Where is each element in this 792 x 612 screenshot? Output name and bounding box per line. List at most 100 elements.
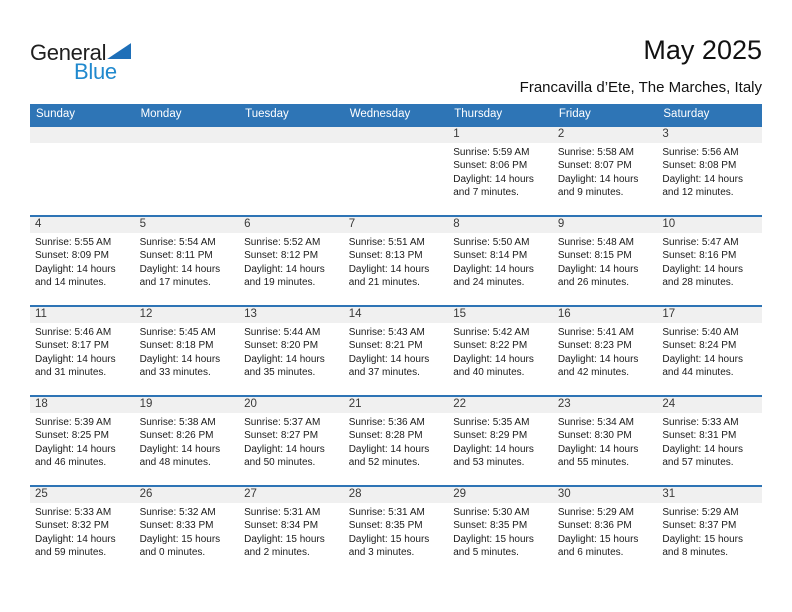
day-number: 25 xyxy=(30,487,135,503)
day-details: Sunrise: 5:36 AM Sunset: 8:28 PM Daylight:… xyxy=(344,413,449,469)
day-details xyxy=(135,143,240,146)
day-details xyxy=(239,143,344,146)
daylight-text: Daylight: 14 hours and 24 minutes. xyxy=(453,263,534,288)
daylight-text: Daylight: 14 hours and 46 minutes. xyxy=(35,443,116,468)
day-cell: 14 Sunrise: 5:43 AM Sunset: 8:21 PM Dayligh… xyxy=(343,305,449,396)
sunset-text: Sunset: 8:34 PM xyxy=(244,520,319,532)
daylight-text: Daylight: 14 hours and 28 minutes. xyxy=(662,263,743,288)
weekday-header-thursday: Thursday xyxy=(448,104,553,126)
day-details: Sunrise: 5:40 AM Sunset: 8:24 PM Daylight:… xyxy=(657,323,762,379)
day-number: 10 xyxy=(657,217,762,233)
general-blue-logo: General Blue xyxy=(30,40,132,85)
sunrise-text: Sunrise: 5:30 AM xyxy=(453,507,530,518)
daylight-text: Daylight: 14 hours and 50 minutes. xyxy=(244,443,325,468)
day-details xyxy=(30,143,135,146)
day-details: Sunrise: 5:33 AM Sunset: 8:32 PM Daylight:… xyxy=(30,503,135,559)
sunrise-text: Sunrise: 5:38 AM xyxy=(139,417,216,428)
sunset-text: Sunset: 8:37 PM xyxy=(662,520,737,532)
day-number xyxy=(134,127,240,143)
day-number xyxy=(343,127,449,143)
page-title: May 2025 xyxy=(643,35,762,65)
daylight-text: Daylight: 14 hours and 48 minutes. xyxy=(139,443,221,468)
sunset-text: Sunset: 8:28 PM xyxy=(348,430,423,442)
sunrise-text: Sunrise: 5:33 AM xyxy=(662,417,739,428)
day-cell: 1 Sunrise: 5:59 AM Sunset: 8:06 PM Daylight… xyxy=(448,125,553,216)
logo-text-blue: Blue xyxy=(74,59,117,84)
sunset-text: Sunset: 8:12 PM xyxy=(244,250,319,262)
day-cell: 27 Sunrise: 5:31 AM Sunset: 8:34 PM Dayligh… xyxy=(239,485,344,575)
sunrise-text: Sunrise: 5:52 AM xyxy=(244,237,321,248)
day-number: 2 xyxy=(552,127,658,143)
weekday-header-wednesday: Wednesday xyxy=(343,104,449,126)
day-cell: 16 Sunrise: 5:41 AM Sunset: 8:23 PM Dayligh… xyxy=(552,305,658,396)
sunrise-text: Sunrise: 5:50 AM xyxy=(453,237,530,248)
day-details: Sunrise: 5:43 AM Sunset: 8:21 PM Daylight:… xyxy=(344,323,449,379)
daylight-text: Daylight: 14 hours and 59 minutes. xyxy=(35,533,116,558)
day-cell: 2 Sunrise: 5:58 AM Sunset: 8:07 PM Daylight… xyxy=(552,125,658,216)
sunrise-text: Sunrise: 5:29 AM xyxy=(662,507,739,518)
day-details: Sunrise: 5:56 AM Sunset: 8:08 PM Daylight:… xyxy=(657,143,762,199)
daylight-text: Daylight: 14 hours and 42 minutes. xyxy=(557,353,639,378)
day-details: Sunrise: 5:55 AM Sunset: 8:09 PM Daylight:… xyxy=(30,233,135,289)
empty-day-cell xyxy=(239,125,344,216)
day-number: 9 xyxy=(552,217,658,233)
daylight-text: Daylight: 14 hours and 19 minutes. xyxy=(244,263,325,288)
daylight-text: Daylight: 14 hours and 53 minutes. xyxy=(453,443,534,468)
day-number: 21 xyxy=(343,397,449,413)
daylight-text: Daylight: 14 hours and 44 minutes. xyxy=(662,353,743,378)
sunset-text: Sunset: 8:16 PM xyxy=(662,250,737,262)
weekday-header-friday: Friday xyxy=(552,104,658,126)
day-cell: 25 Sunrise: 5:33 AM Sunset: 8:32 PM Dayligh… xyxy=(30,485,135,575)
sunset-text: Sunset: 8:27 PM xyxy=(244,430,319,442)
daylight-text: Daylight: 14 hours and 14 minutes. xyxy=(35,263,116,288)
page-location: Francavilla d’Ete, The Marches, Italy xyxy=(519,79,762,96)
weekday-header-sunday: Sunday xyxy=(30,104,135,126)
sunset-text: Sunset: 8:17 PM xyxy=(35,340,109,352)
sunset-text: Sunset: 8:29 PM xyxy=(453,430,528,442)
sunrise-text: Sunrise: 5:36 AM xyxy=(348,417,425,428)
daylight-text: Daylight: 14 hours and 40 minutes. xyxy=(453,353,534,378)
sunrise-text: Sunrise: 5:48 AM xyxy=(557,237,634,248)
day-details: Sunrise: 5:41 AM Sunset: 8:23 PM Daylight:… xyxy=(553,323,658,379)
daylight-text: Daylight: 14 hours and 33 minutes. xyxy=(139,353,221,378)
weekday-header-monday: Monday xyxy=(134,104,240,126)
day-details: Sunrise: 5:30 AM Sunset: 8:35 PM Daylight:… xyxy=(448,503,553,559)
day-number: 26 xyxy=(134,487,240,503)
daylight-text: Daylight: 14 hours and 9 minutes. xyxy=(557,173,639,198)
sunset-text: Sunset: 8:30 PM xyxy=(557,430,632,442)
sunrise-text: Sunrise: 5:58 AM xyxy=(557,147,634,158)
daylight-text: Daylight: 15 hours and 8 minutes. xyxy=(662,533,743,558)
daylight-text: Daylight: 14 hours and 21 minutes. xyxy=(348,263,430,288)
sunrise-text: Sunrise: 5:55 AM xyxy=(35,237,112,248)
day-cell: 5 Sunrise: 5:54 AM Sunset: 8:11 PM Daylight… xyxy=(134,215,240,306)
day-cell: 26 Sunrise: 5:32 AM Sunset: 8:33 PM Dayligh… xyxy=(134,485,240,575)
day-cell: 31 Sunrise: 5:29 AM Sunset: 8:37 PM Dayligh… xyxy=(657,485,762,575)
week-row: 4 Sunrise: 5:55 AM Sunset: 8:09 PM Daylight… xyxy=(30,215,762,306)
day-details xyxy=(344,143,449,146)
sunset-text: Sunset: 8:35 PM xyxy=(453,520,528,532)
daylight-text: Daylight: 14 hours and 31 minutes. xyxy=(35,353,116,378)
day-details: Sunrise: 5:29 AM Sunset: 8:37 PM Daylight:… xyxy=(657,503,762,559)
weekday-header-row: Sunday Monday Tuesday Wednesday Thursday… xyxy=(30,104,762,126)
day-details: Sunrise: 5:29 AM Sunset: 8:36 PM Daylight:… xyxy=(553,503,658,559)
day-number: 30 xyxy=(552,487,658,503)
sunrise-text: Sunrise: 5:43 AM xyxy=(348,327,425,338)
day-number: 23 xyxy=(552,397,658,413)
day-number: 14 xyxy=(343,307,449,323)
day-number: 18 xyxy=(30,397,135,413)
sunset-text: Sunset: 8:14 PM xyxy=(453,250,528,262)
logo-text-general: General xyxy=(30,40,107,65)
sunset-text: Sunset: 8:06 PM xyxy=(453,160,528,172)
day-details: Sunrise: 5:44 AM Sunset: 8:20 PM Daylight:… xyxy=(239,323,344,379)
day-details: Sunrise: 5:32 AM Sunset: 8:33 PM Daylight:… xyxy=(135,503,240,559)
day-details: Sunrise: 5:45 AM Sunset: 8:18 PM Daylight:… xyxy=(135,323,240,379)
day-cell: 22 Sunrise: 5:35 AM Sunset: 8:29 PM Dayligh… xyxy=(448,395,553,486)
day-number: 15 xyxy=(448,307,553,323)
sunset-text: Sunset: 8:24 PM xyxy=(662,340,737,352)
day-cell: 29 Sunrise: 5:30 AM Sunset: 8:35 PM Dayligh… xyxy=(448,485,553,575)
day-cell: 19 Sunrise: 5:38 AM Sunset: 8:26 PM Dayligh… xyxy=(134,395,240,486)
day-number: 7 xyxy=(343,217,449,233)
sunrise-text: Sunrise: 5:47 AM xyxy=(662,237,739,248)
sunrise-text: Sunrise: 5:42 AM xyxy=(453,327,530,338)
sunrise-text: Sunrise: 5:35 AM xyxy=(453,417,530,428)
